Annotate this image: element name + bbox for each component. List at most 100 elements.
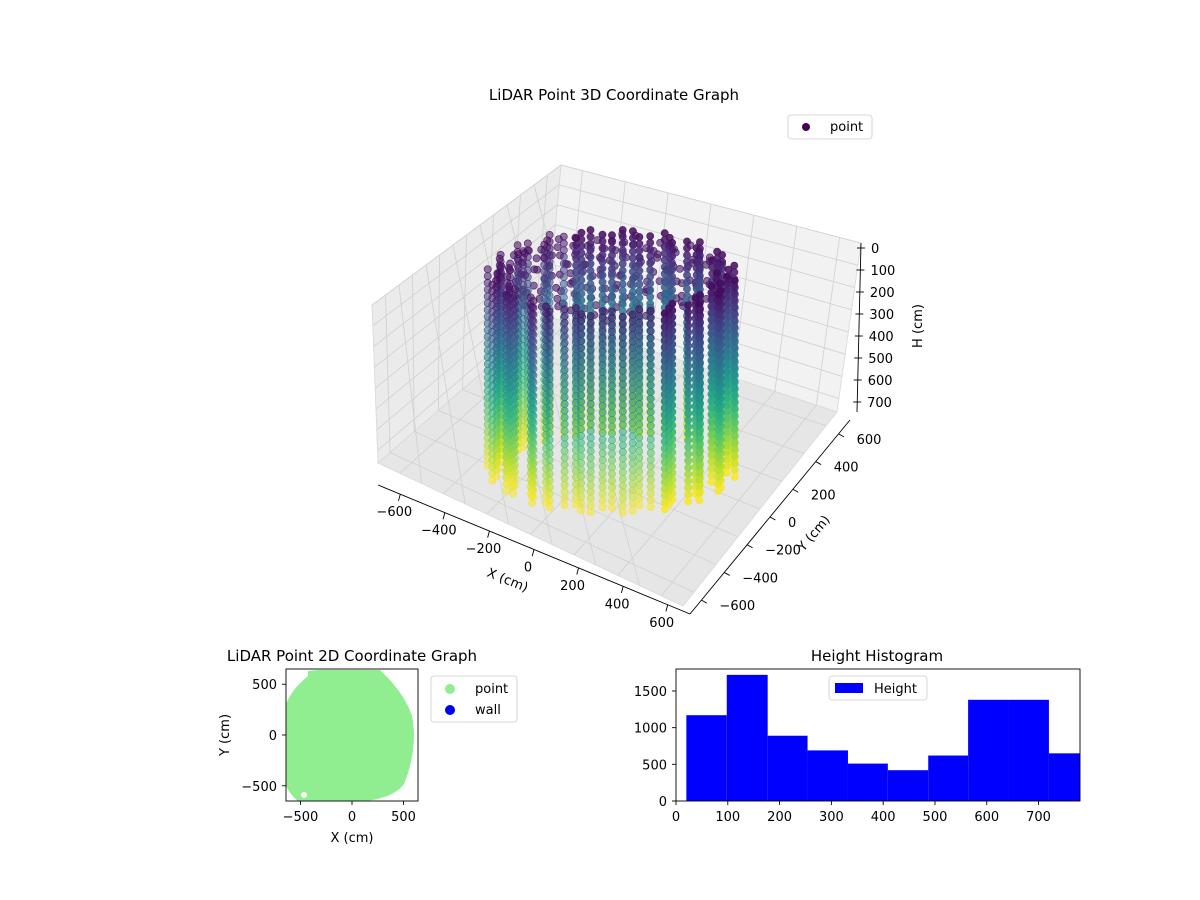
data-point — [488, 354, 497, 363]
data-point — [628, 452, 637, 461]
data-point — [526, 340, 535, 349]
data-point — [660, 256, 669, 265]
data-point — [560, 312, 569, 320]
data-point — [635, 426, 644, 435]
data-point — [618, 319, 627, 328]
data-point — [635, 325, 644, 334]
data-point — [488, 361, 497, 370]
data-point — [505, 302, 513, 311]
data-point — [660, 309, 669, 318]
data-point — [714, 459, 722, 468]
data-point — [598, 284, 607, 293]
data-point — [586, 413, 595, 422]
data-point — [695, 482, 704, 491]
data-point — [660, 451, 669, 460]
legend-3d: point — [787, 114, 873, 140]
data-point — [722, 279, 731, 288]
y-axis-tick — [746, 544, 753, 549]
data-point — [598, 278, 607, 286]
data-point — [730, 418, 739, 427]
data-point — [635, 447, 644, 456]
data-point — [608, 388, 616, 397]
data-point — [707, 329, 716, 338]
data-point — [526, 354, 535, 363]
data-point — [635, 413, 644, 422]
data-point — [559, 239, 568, 248]
x-axis-tick-label: −400 — [421, 524, 457, 539]
data-point — [628, 337, 637, 346]
data-point — [646, 245, 655, 254]
data-point — [618, 441, 627, 450]
data-point — [526, 293, 535, 302]
data-point — [618, 420, 627, 429]
data-point — [586, 467, 595, 476]
data-point — [560, 318, 569, 327]
data-point — [560, 467, 569, 476]
data-point — [505, 438, 513, 446]
data-point — [707, 471, 716, 480]
data-point — [505, 343, 513, 352]
z-axis-tick-label: 0 — [871, 242, 879, 257]
data-point — [572, 378, 580, 387]
data-point — [608, 341, 616, 350]
y-tick-label-2d: −500 — [241, 780, 277, 795]
data-point — [660, 417, 669, 426]
data-point — [608, 436, 616, 444]
data-point — [628, 466, 637, 474]
data-point — [586, 345, 595, 354]
data-point — [618, 400, 627, 409]
data-point — [608, 503, 616, 512]
data-point — [635, 501, 644, 510]
data-point — [660, 464, 669, 473]
data-point — [635, 312, 644, 320]
points-2d — [286, 670, 414, 801]
data-point — [526, 442, 535, 450]
data-point — [488, 341, 497, 350]
data-point — [660, 491, 669, 500]
data-point — [598, 264, 607, 273]
data-point — [598, 298, 607, 307]
data-point — [730, 310, 739, 319]
data-point — [707, 383, 716, 392]
data-point — [540, 260, 549, 269]
data-point — [684, 429, 692, 438]
data-point — [660, 376, 669, 385]
data-point — [488, 476, 497, 485]
data-point — [646, 313, 655, 322]
data-point — [526, 435, 535, 444]
data-point — [730, 364, 739, 373]
data-point — [713, 254, 721, 263]
data-point — [618, 407, 627, 416]
data-point — [542, 322, 550, 331]
data-point — [505, 363, 513, 372]
data-point — [514, 250, 523, 258]
data-point — [684, 402, 692, 411]
data-point — [586, 366, 595, 374]
data-point — [730, 385, 739, 393]
data-point — [714, 385, 722, 394]
data-point — [608, 231, 616, 240]
data-point — [526, 374, 535, 383]
data-point — [714, 304, 722, 313]
x-axis-tick-label: −600 — [376, 505, 412, 520]
data-point — [505, 309, 513, 318]
histogram-ticks: 0 100 200 300 400 500 600 700 0 500 1000 1500 — [634, 685, 1051, 825]
data-point — [586, 440, 595, 449]
data-point — [488, 402, 497, 411]
data-point — [628, 499, 637, 508]
data-point — [598, 415, 607, 424]
data-point — [714, 317, 722, 326]
data-point — [684, 382, 692, 391]
data-point — [707, 369, 716, 378]
data-point — [505, 377, 513, 385]
data-point — [586, 379, 595, 388]
data-point — [660, 276, 669, 285]
data-point — [707, 403, 716, 412]
data-point — [572, 439, 580, 448]
data-point — [488, 294, 497, 302]
data-point — [608, 469, 616, 478]
data-point — [608, 328, 616, 336]
data-point — [629, 301, 637, 310]
data-point — [684, 477, 692, 485]
data-point — [488, 382, 497, 390]
